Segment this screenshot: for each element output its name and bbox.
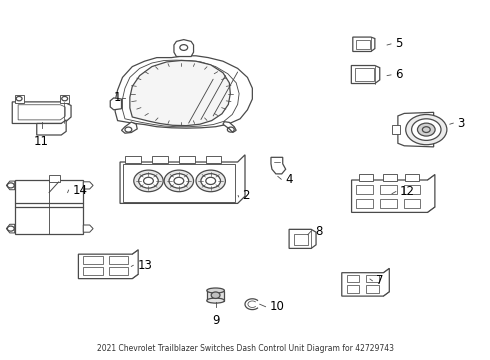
- Bar: [207, 291, 224, 301]
- Bar: [392, 125, 400, 134]
- Bar: [359, 174, 373, 181]
- Polygon shape: [352, 175, 435, 212]
- Bar: [179, 156, 195, 163]
- Polygon shape: [83, 182, 93, 189]
- Bar: [357, 185, 373, 194]
- Polygon shape: [115, 56, 252, 128]
- Text: 14: 14: [73, 184, 88, 197]
- Bar: [404, 185, 420, 194]
- Bar: [83, 256, 103, 264]
- Polygon shape: [37, 120, 66, 135]
- Circle shape: [406, 114, 447, 145]
- Polygon shape: [78, 250, 138, 279]
- Text: 8: 8: [315, 225, 322, 238]
- Text: 9: 9: [212, 314, 220, 327]
- Text: 1: 1: [114, 91, 121, 104]
- Bar: [152, 156, 168, 163]
- Polygon shape: [120, 155, 245, 203]
- Circle shape: [139, 174, 158, 188]
- Polygon shape: [353, 37, 375, 51]
- Text: 13: 13: [137, 259, 152, 272]
- Bar: [122, 164, 235, 202]
- Bar: [356, 40, 370, 49]
- Bar: [83, 267, 103, 275]
- Polygon shape: [110, 98, 122, 110]
- Circle shape: [164, 170, 194, 192]
- Text: 2: 2: [242, 189, 249, 202]
- Bar: [367, 285, 379, 292]
- Ellipse shape: [207, 288, 224, 293]
- Bar: [125, 156, 141, 163]
- Polygon shape: [83, 225, 93, 232]
- Circle shape: [417, 123, 435, 136]
- Bar: [109, 267, 128, 275]
- Bar: [60, 95, 69, 103]
- Text: 6: 6: [395, 68, 402, 81]
- Polygon shape: [223, 122, 236, 132]
- Bar: [109, 256, 128, 264]
- Circle shape: [196, 170, 225, 192]
- Bar: [294, 234, 308, 245]
- Bar: [49, 175, 60, 182]
- Polygon shape: [289, 229, 316, 248]
- Polygon shape: [398, 112, 434, 147]
- Text: 7: 7: [376, 274, 384, 287]
- Text: 10: 10: [270, 300, 284, 313]
- Polygon shape: [342, 269, 389, 296]
- Polygon shape: [12, 102, 71, 123]
- Bar: [367, 275, 379, 282]
- Text: 12: 12: [400, 185, 415, 198]
- Bar: [357, 199, 373, 208]
- Polygon shape: [6, 224, 15, 233]
- Ellipse shape: [207, 298, 224, 303]
- Bar: [347, 275, 360, 282]
- Circle shape: [201, 174, 220, 188]
- Bar: [380, 185, 397, 194]
- Bar: [380, 199, 397, 208]
- Circle shape: [134, 170, 163, 192]
- Text: 3: 3: [457, 117, 465, 130]
- Polygon shape: [174, 40, 194, 57]
- Polygon shape: [271, 157, 286, 174]
- Text: 2021 Chevrolet Trailblazer Switches Dash Control Unit Diagram for 42729743: 2021 Chevrolet Trailblazer Switches Dash…: [97, 344, 393, 353]
- Circle shape: [211, 292, 220, 298]
- Bar: [383, 174, 397, 181]
- Circle shape: [412, 119, 441, 140]
- Bar: [347, 285, 360, 292]
- Bar: [406, 174, 419, 181]
- Polygon shape: [122, 122, 137, 133]
- Bar: [404, 199, 420, 208]
- Text: 11: 11: [34, 135, 49, 148]
- Circle shape: [169, 174, 189, 188]
- Text: 5: 5: [395, 37, 402, 50]
- Bar: [355, 68, 374, 81]
- Polygon shape: [130, 60, 230, 126]
- Polygon shape: [351, 66, 380, 84]
- Bar: [15, 95, 24, 103]
- Text: 4: 4: [285, 173, 293, 186]
- Bar: [206, 156, 221, 163]
- Polygon shape: [6, 181, 15, 190]
